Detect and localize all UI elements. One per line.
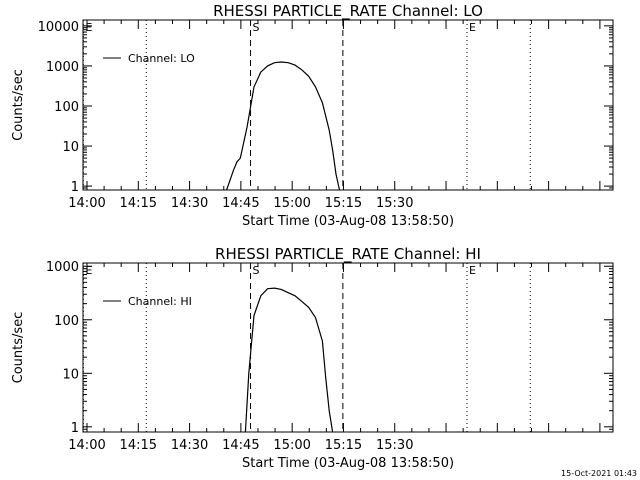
y-axis-label: Counts/sec [11, 312, 26, 384]
x-axis-label: Start Time (03-Aug-08 13:58:50) [242, 214, 454, 229]
chart-title: RHESSI PARTICLE_RATE Channel: HI [215, 245, 481, 264]
x-tick-label: 15:00 [273, 196, 310, 211]
event-marker-label: S [253, 21, 260, 34]
x-tick-label: 14:15 [120, 196, 157, 211]
x-tick-label: 14:30 [171, 196, 208, 211]
event-marker-label: E [85, 264, 92, 277]
event-marker-label: E [469, 21, 476, 34]
plot-frame [82, 262, 614, 433]
x-tick-label: 14:45 [222, 196, 259, 211]
event-marker-label: E [85, 21, 92, 34]
x-tick-label: 14:00 [68, 196, 105, 211]
y-tick-label: 10 [62, 367, 79, 382]
x-tick-label: 14:30 [171, 438, 208, 453]
x-tick-label: 15:15 [325, 196, 362, 211]
x-tick-label: 14:45 [222, 438, 259, 453]
y-tick-label: 10000 [38, 20, 79, 35]
event-marker-label: E [469, 264, 476, 277]
y-axis-label: Counts/sec [11, 69, 26, 141]
chart-title: RHESSI PARTICLE_RATE Channel: LO [213, 2, 483, 21]
legend-label: Channel: LO [128, 52, 195, 65]
x-tick-label: 15:00 [273, 438, 310, 453]
y-tick-label: 1000 [46, 260, 79, 275]
series-line [244, 287, 334, 432]
x-tick-label: 14:00 [68, 438, 105, 453]
event-marker-label: S [253, 264, 260, 277]
x-axis-label: Start Time (03-Aug-08 13:58:50) [242, 456, 454, 471]
x-tick-label: 15:15 [325, 438, 362, 453]
y-tick-label: 1 [71, 421, 79, 436]
chart-panel-hi: RHESSI PARTICLE_RATE Channel: HI Start T… [11, 245, 614, 471]
plot-frame [82, 19, 614, 191]
x-tick-label: 15:30 [376, 438, 413, 453]
x-tick-label: 14:15 [120, 438, 157, 453]
legend-label: Channel: HI [128, 295, 192, 308]
timestamp: 15-Oct-2021 01:43 [561, 469, 637, 478]
y-tick-label: 1 [71, 180, 79, 195]
y-tick-label: 100 [54, 100, 79, 115]
y-tick-label: 10 [62, 140, 79, 155]
y-tick-label: 1000 [46, 60, 79, 75]
series-line [226, 61, 341, 190]
x-tick-label: 15:30 [376, 196, 413, 211]
y-tick-label: 100 [54, 314, 79, 329]
chart-panel-lo: RHESSI PARTICLE_RATE Channel: LO Start T… [11, 2, 614, 229]
